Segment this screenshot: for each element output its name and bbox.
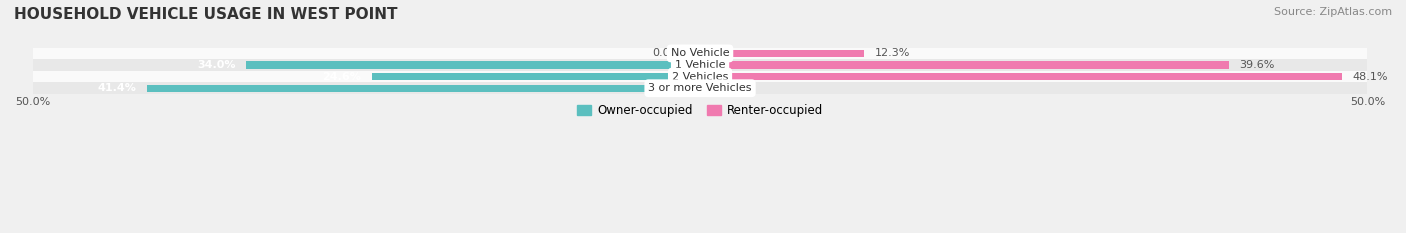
Bar [246,62,700,69]
Bar [32,71,1368,82]
Bar [148,85,700,92]
Bar [32,59,1368,71]
Text: 39.6%: 39.6% [1239,60,1275,70]
Text: 41.4%: 41.4% [98,83,136,93]
Text: HOUSEHOLD VEHICLE USAGE IN WEST POINT: HOUSEHOLD VEHICLE USAGE IN WEST POINT [14,7,398,22]
Bar [32,48,1368,59]
Text: 34.0%: 34.0% [197,60,236,70]
Bar [371,73,700,80]
Text: Source: ZipAtlas.com: Source: ZipAtlas.com [1274,7,1392,17]
Bar [700,50,865,57]
Bar [32,82,1368,94]
Legend: Owner-occupied, Renter-occupied: Owner-occupied, Renter-occupied [576,104,823,117]
Text: 2 Vehicles: 2 Vehicles [672,72,728,82]
Text: 1 Vehicle: 1 Vehicle [675,60,725,70]
Text: 0.0%: 0.0% [652,48,681,58]
Text: 12.3%: 12.3% [875,48,910,58]
Text: No Vehicle: No Vehicle [671,48,730,58]
Text: 24.6%: 24.6% [322,72,361,82]
Bar [700,62,1229,69]
Text: 48.1%: 48.1% [1353,72,1388,82]
Text: 3 or more Vehicles: 3 or more Vehicles [648,83,752,93]
Bar [700,73,1343,80]
Text: 0.0%: 0.0% [720,83,748,93]
